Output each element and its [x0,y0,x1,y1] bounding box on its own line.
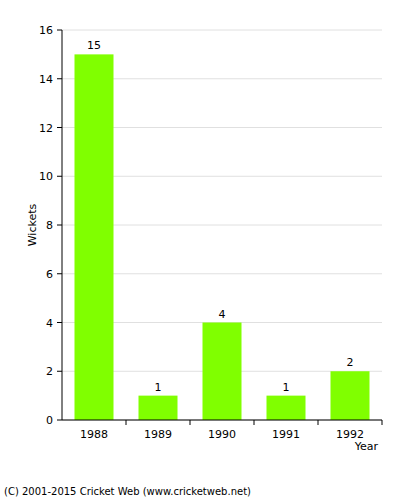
y-tick-label: 10 [39,170,53,183]
bars [75,54,370,420]
bar [267,396,306,420]
grid-line [62,30,382,31]
x-tick [126,420,127,425]
y-tick-label: 12 [39,122,53,135]
y-tick [57,322,62,323]
chart-svg: 024681012141615141219881989199019911992W… [0,0,400,500]
y-tick-label: 2 [46,365,53,378]
y-tick [57,225,62,226]
bar [331,371,370,420]
y-tick-label: 16 [39,24,53,37]
grid-line [62,420,382,421]
chart-container: 024681012141615141219881989199019911992W… [0,0,400,500]
y-tick [57,127,62,128]
y-axis-label: Wickets [26,203,39,246]
y-tick-label: 0 [46,414,53,427]
y-tick [57,273,62,274]
data-label: 1 [283,381,290,394]
copyright-note: (C) 2001-2015 Cricket Web (www.cricketwe… [4,486,251,497]
y-tick [57,78,62,79]
x-tick [190,420,191,425]
y-tick-label: 14 [39,73,53,86]
x-tick-label: 1990 [208,428,236,441]
y-tick-label: 8 [46,219,53,232]
y-tick-label: 4 [46,317,53,330]
y-tick [57,176,62,177]
x-tick-label: 1988 [80,428,108,441]
bar [75,54,114,420]
bar [203,323,242,421]
background [0,0,400,500]
y-tick [57,30,62,31]
x-tick [318,420,319,425]
y-tick [57,420,62,421]
data-label: 4 [219,308,226,321]
bar [139,396,178,420]
x-tick-label: 1991 [272,428,300,441]
x-tick-label: 1989 [144,428,172,441]
data-label: 15 [87,39,101,52]
x-tick [254,420,255,425]
data-label: 1 [155,381,162,394]
x-tick [382,420,383,425]
y-axis [62,30,63,420]
x-axis [62,420,382,421]
data-label: 2 [347,356,354,369]
y-tick [57,371,62,372]
x-axis-label: Year [354,440,379,453]
y-tick-label: 6 [46,268,53,281]
